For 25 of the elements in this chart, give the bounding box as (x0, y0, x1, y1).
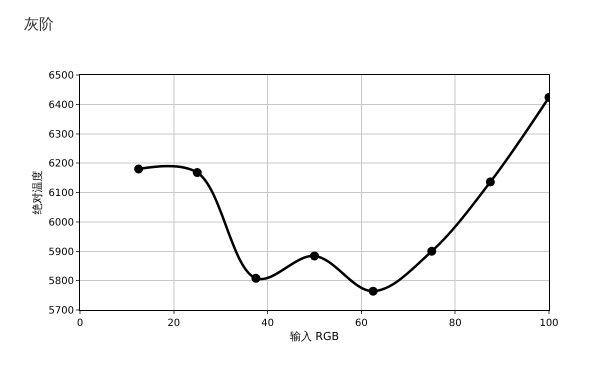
point (427, 246, 436, 256)
y-tick-label: 6500 (48, 70, 74, 82)
y-tick-label: 6300 (48, 129, 74, 140)
y-tick-label: 5900 (48, 246, 74, 258)
x-tick-label: 40 (261, 318, 274, 329)
y-tick-label: 6100 (48, 188, 74, 199)
y-axis-title: 绝对温度 (31, 170, 44, 214)
x-tick-label: 20 (167, 318, 180, 329)
point (251, 274, 260, 283)
point (192, 168, 202, 178)
x-tick-label: 60 (355, 318, 368, 329)
point (134, 164, 144, 174)
y-tick-label: 6200 (48, 158, 74, 170)
x-tick-label: 80 (448, 318, 462, 329)
y-tick-label: 5700 (48, 306, 74, 316)
point (486, 177, 495, 186)
x-tick-label: 0 (76, 318, 84, 329)
y-tick-label: 6000 (48, 217, 74, 228)
y-tick-label: 6400 (48, 100, 74, 111)
point (310, 251, 319, 260)
x-axis-title: 输入 RGB (290, 330, 340, 344)
chart-title: 灰阶 (24, 15, 54, 33)
y-tick-label: 5800 (48, 276, 74, 288)
point (368, 286, 378, 296)
x-tick-label: 100 (539, 318, 559, 329)
